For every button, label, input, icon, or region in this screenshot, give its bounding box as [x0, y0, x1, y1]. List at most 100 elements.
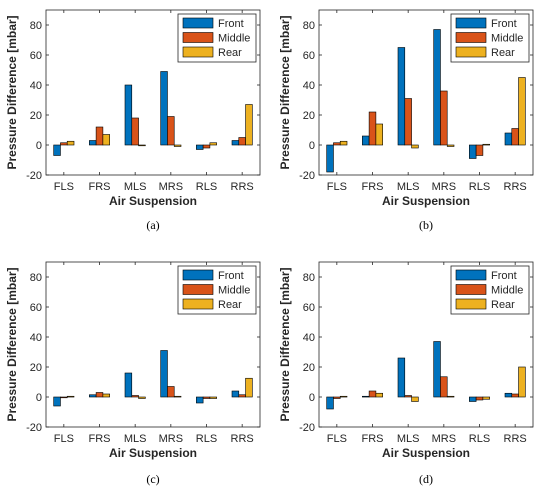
x-tick-label: FRS — [362, 433, 384, 445]
bar-rear-mrs — [446, 395, 455, 398]
bar-front-rls — [469, 396, 477, 402]
legend-label-rear: Rear — [218, 299, 242, 311]
bar-middle-rrs — [238, 137, 246, 146]
legend-swatch-rear — [455, 298, 487, 310]
y-axis-label: Pressure Difference [mbar] — [278, 15, 292, 169]
bar-middle-fls — [60, 396, 68, 399]
x-axis-label: Air Suspension — [382, 194, 470, 208]
bar-middle-rrs — [511, 128, 519, 146]
axes-frame — [318, 9, 534, 176]
bar-rear-mls — [411, 144, 419, 149]
bar-rear-rrs — [245, 377, 253, 398]
legend: Front Middle Rear — [177, 265, 257, 315]
y-tick-label: 80 — [303, 20, 315, 32]
y-tick-label: 20 — [303, 362, 315, 374]
bar-middle-frs — [368, 111, 377, 146]
bar-front-mls — [124, 84, 133, 146]
bar-front-mrs — [160, 71, 168, 146]
bar-middle-frs — [95, 126, 104, 146]
legend: Front Middle Rear — [177, 13, 257, 63]
legend-label-rear: Rear — [218, 47, 242, 59]
bar-front-mls — [397, 357, 406, 398]
bar-front-frs — [362, 395, 370, 398]
bar-front-rls — [469, 144, 477, 159]
legend-swatch-rear — [455, 46, 487, 58]
y-tick-label: -20 — [26, 170, 42, 182]
y-tick-label: 80 — [30, 272, 42, 284]
bar-rear-rls — [482, 143, 490, 146]
bar-front-rls — [196, 396, 204, 404]
x-tick-label: RRS — [231, 433, 254, 445]
legend-swatch-front — [455, 17, 487, 29]
y-tick-label: 40 — [303, 80, 315, 92]
y-tick-label: 20 — [30, 110, 42, 122]
bar-middle-mls — [131, 117, 139, 146]
bar-rear-rls — [482, 396, 490, 400]
legend-label-front: Front — [491, 270, 517, 282]
x-tick-label: FRS — [89, 181, 111, 193]
y-tick-label: -20 — [299, 422, 315, 434]
bar-middle-frs — [95, 392, 104, 398]
y-tick-label: 20 — [30, 362, 42, 374]
legend-label-middle: Middle — [491, 285, 523, 297]
bar-rear-rrs — [245, 104, 253, 146]
legend-label-middle: Middle — [218, 285, 250, 297]
legend-swatch-rear — [182, 298, 214, 310]
axes-frame — [318, 261, 534, 428]
legend-swatch-rear — [182, 46, 214, 58]
y-tick-label: 60 — [30, 50, 42, 62]
bar-middle-mls — [404, 98, 412, 146]
y-axis-label: Pressure Difference [mbar] — [278, 267, 292, 421]
y-tick-label: 40 — [303, 332, 315, 344]
legend-label-rear: Rear — [491, 47, 515, 59]
y-tick-label: 0 — [309, 392, 315, 404]
bar-rear-frs — [375, 123, 383, 146]
y-tick-label: 60 — [30, 302, 42, 314]
y-tick-label: 0 — [309, 140, 315, 152]
bar-front-frs — [362, 135, 370, 146]
x-tick-label: MRS — [432, 181, 456, 193]
x-tick-label: RLS — [469, 181, 490, 193]
bar-middle-mrs — [440, 90, 448, 146]
bar-front-frs — [89, 140, 97, 146]
subfigure-caption: (c) — [146, 472, 159, 486]
axes-frame — [45, 9, 261, 176]
chart-panel-1: -20 0 20 40 60 80 FLS FRS MLS MRS RLS RRS Air Suspen… — [5, 9, 261, 232]
bar-front-fls — [53, 144, 61, 156]
bar-rear-mrs — [446, 144, 455, 147]
bar-front-rls — [196, 144, 204, 150]
x-tick-label: FLS — [54, 433, 74, 445]
y-tick-label: 40 — [30, 80, 42, 92]
y-tick-label: 0 — [36, 140, 42, 152]
bar-front-mrs — [433, 29, 441, 146]
bar-rear-fls — [339, 140, 348, 146]
subfigure-caption: (b) — [419, 218, 433, 232]
x-axis-label: Air Suspension — [109, 194, 197, 208]
y-axis-label: Pressure Difference [mbar] — [5, 15, 19, 169]
bar-middle-rls — [475, 396, 484, 401]
bar-front-mls — [124, 372, 133, 398]
bar-front-rrs — [504, 132, 513, 146]
y-tick-label: 0 — [36, 392, 42, 404]
x-tick-label: RRS — [231, 181, 254, 193]
chart-panel-4: -20 0 20 40 60 80 FLS FRS MLS MRS RLS RRS Air Suspen… — [278, 261, 534, 486]
bar-middle-fls — [60, 142, 68, 146]
legend-swatch-middle — [455, 32, 487, 43]
bar-middle-mrs — [440, 376, 448, 398]
bar-rear-rls — [209, 396, 217, 399]
legend-swatch-front — [455, 269, 487, 281]
bar-front-rrs — [231, 390, 240, 398]
bar-rear-fls — [339, 395, 348, 398]
chart-panel-2: -20 0 20 40 60 80 FLS FRS MLS MRS RLS RRS Air Suspen… — [278, 9, 534, 232]
legend-swatch-middle — [182, 32, 214, 43]
bar-rear-mls — [138, 144, 146, 147]
bar-rear-rrs — [518, 366, 526, 398]
legend: Front Middle Rear — [450, 265, 530, 315]
bar-middle-rls — [475, 144, 484, 156]
x-tick-label: RLS — [469, 433, 490, 445]
bar-middle-rrs — [238, 394, 246, 398]
bar-front-rrs — [231, 140, 240, 146]
x-tick-label: MLS — [397, 181, 420, 193]
bar-middle-rls — [202, 396, 211, 399]
